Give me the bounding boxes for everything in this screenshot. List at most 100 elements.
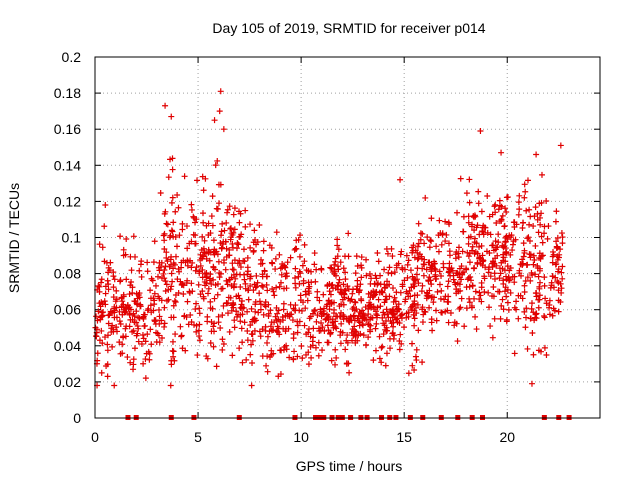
data-point xyxy=(382,362,389,369)
data-point xyxy=(99,244,106,251)
data-point xyxy=(98,369,105,376)
data-points xyxy=(92,88,572,420)
data-point xyxy=(430,299,437,306)
data-point xyxy=(170,233,177,240)
data-point xyxy=(262,303,269,310)
data-point xyxy=(487,323,494,330)
data-point xyxy=(494,244,501,251)
data-point xyxy=(516,192,523,199)
data-point xyxy=(272,255,279,262)
data-point xyxy=(307,268,314,275)
data-point xyxy=(315,339,322,346)
data-point xyxy=(156,313,163,320)
data-point xyxy=(292,284,299,291)
data-point xyxy=(311,307,318,314)
data-point xyxy=(122,309,129,316)
data-point xyxy=(242,223,249,230)
data-point xyxy=(168,283,175,290)
data-point xyxy=(226,328,233,335)
data-point xyxy=(355,318,362,325)
data-point xyxy=(179,220,186,227)
data-point xyxy=(457,175,464,182)
data-point xyxy=(240,246,247,253)
data-point xyxy=(144,307,151,314)
data-point xyxy=(440,264,447,271)
data-point xyxy=(438,309,445,316)
data-point xyxy=(360,332,367,339)
data-point xyxy=(197,291,204,298)
data-point xyxy=(468,247,475,254)
data-point xyxy=(109,343,116,350)
data-point xyxy=(122,251,129,258)
data-point xyxy=(295,236,302,243)
data-point xyxy=(263,362,270,369)
data-point xyxy=(244,264,251,271)
data-point xyxy=(527,254,534,261)
data-point xyxy=(485,289,492,296)
data-point xyxy=(379,314,386,321)
data-point xyxy=(537,348,544,355)
data-point xyxy=(224,281,231,288)
data-point xyxy=(530,351,537,358)
data-point xyxy=(375,258,382,265)
data-point xyxy=(93,332,100,339)
data-point xyxy=(338,320,345,327)
data-point xyxy=(517,261,524,268)
data-point xyxy=(144,331,151,338)
data-point xyxy=(489,242,496,249)
data-point xyxy=(428,281,435,288)
data-point xyxy=(169,155,176,162)
data-point xyxy=(537,279,544,286)
data-point xyxy=(155,264,162,271)
data-point xyxy=(397,176,404,183)
data-point xyxy=(188,319,195,326)
data-point xyxy=(559,263,566,270)
data-point xyxy=(399,311,406,318)
data-point xyxy=(465,274,472,281)
data-point xyxy=(195,281,202,288)
data-point xyxy=(302,305,309,312)
data-point xyxy=(265,310,272,317)
data-point xyxy=(151,297,158,304)
data-point xyxy=(142,375,149,382)
data-point xyxy=(539,239,546,246)
data-point xyxy=(371,281,378,288)
data-point xyxy=(438,241,445,248)
data-point xyxy=(219,312,226,319)
y-tick-label: 0.1 xyxy=(62,230,82,246)
data-point xyxy=(465,213,472,220)
data-point xyxy=(142,338,149,345)
data-point xyxy=(342,269,349,276)
data-point xyxy=(244,271,251,278)
data-point xyxy=(413,346,420,353)
data-point xyxy=(126,323,133,330)
data-point xyxy=(155,332,162,339)
data-point xyxy=(209,193,216,200)
data-point xyxy=(438,287,445,294)
data-point xyxy=(332,255,339,262)
data-point xyxy=(472,313,479,320)
data-point xyxy=(130,356,137,363)
data-point xyxy=(327,331,334,338)
data-point xyxy=(224,206,231,213)
data-point xyxy=(365,321,372,328)
data-point xyxy=(490,293,497,300)
data-point xyxy=(322,316,329,323)
data-point xyxy=(104,347,111,354)
data-point xyxy=(411,254,418,261)
data-point xyxy=(127,316,134,323)
data-point xyxy=(103,363,110,370)
data-point xyxy=(127,282,134,289)
data-point xyxy=(138,258,145,265)
data-point xyxy=(222,266,229,273)
data-point xyxy=(426,244,433,251)
data-point xyxy=(260,311,267,318)
data-point xyxy=(213,205,220,212)
data-point xyxy=(193,216,200,223)
data-point xyxy=(259,260,266,267)
data-point xyxy=(140,315,147,322)
data-point xyxy=(292,307,299,314)
data-point xyxy=(409,273,416,280)
data-point xyxy=(196,310,203,317)
data-point xyxy=(503,293,510,300)
